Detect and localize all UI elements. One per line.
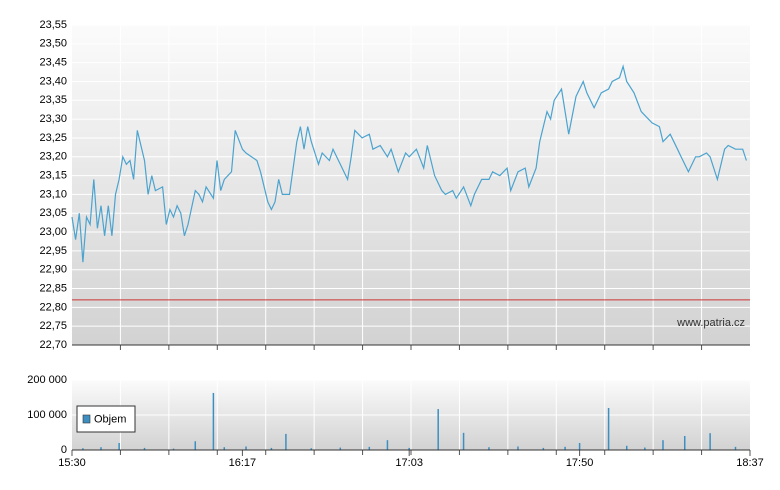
y-tick-label: 23,45 bbox=[39, 57, 67, 69]
y-tick-label: 22,95 bbox=[39, 245, 67, 257]
volume-bar bbox=[339, 447, 342, 450]
volume-bar bbox=[82, 448, 84, 450]
volume-bar bbox=[488, 447, 490, 450]
x-tick-label: 15:30 bbox=[58, 457, 86, 469]
y-tick-label: 23,50 bbox=[39, 38, 67, 50]
volume-bar bbox=[118, 443, 120, 450]
volume-bar bbox=[172, 448, 175, 450]
y-tick-label: 23,05 bbox=[39, 207, 67, 219]
volume-bar bbox=[368, 446, 371, 450]
volume-bar bbox=[644, 447, 646, 450]
y-tick-label: 23,40 bbox=[39, 75, 67, 87]
volume-bar bbox=[386, 440, 389, 450]
watermark: www.patria.cz bbox=[676, 317, 745, 329]
volume-bar bbox=[662, 440, 664, 450]
volume-bar bbox=[437, 409, 439, 450]
y-tick-label: 200 000 bbox=[27, 374, 67, 386]
volume-bar bbox=[542, 447, 545, 450]
volume-bar bbox=[683, 436, 686, 450]
y-tick-label: 22,90 bbox=[39, 264, 67, 276]
legend-label: Objem bbox=[94, 413, 126, 425]
y-tick-label: 22,85 bbox=[39, 282, 67, 294]
y-tick-label: 23,55 bbox=[39, 19, 67, 31]
y-tick-label: 22,80 bbox=[39, 301, 67, 313]
x-tick-label: 18:37 bbox=[736, 457, 764, 469]
x-tick-label: 17:03 bbox=[395, 457, 423, 469]
y-tick-label: 23,35 bbox=[39, 94, 67, 106]
volume-bar bbox=[462, 432, 465, 450]
x-tick-label: 17:50 bbox=[566, 457, 594, 469]
y-tick-label: 23,15 bbox=[39, 169, 67, 181]
volume-bar bbox=[709, 433, 711, 450]
volume-bar bbox=[734, 446, 737, 450]
volume-bar bbox=[270, 447, 273, 450]
volume-bar bbox=[310, 448, 313, 450]
y-tick-label: 22,70 bbox=[39, 339, 67, 351]
x-tick-label: 16:17 bbox=[229, 457, 257, 469]
y-tick-label: 23,25 bbox=[39, 132, 67, 144]
volume-bar bbox=[100, 447, 102, 450]
y-tick-label: 0 bbox=[61, 444, 67, 456]
volume-bar bbox=[245, 446, 247, 450]
volume-bar bbox=[517, 446, 519, 450]
volume-bar bbox=[564, 446, 566, 450]
y-tick-label: 100 000 bbox=[27, 409, 67, 421]
volume-bar bbox=[578, 443, 581, 450]
y-tick-label: 23,30 bbox=[39, 113, 67, 125]
volume-bar bbox=[607, 408, 610, 450]
volume-bar bbox=[194, 441, 197, 450]
volume-bar bbox=[625, 445, 628, 450]
y-tick-label: 23,20 bbox=[39, 151, 67, 163]
volume-bar bbox=[408, 447, 410, 450]
y-tick-label: 23,10 bbox=[39, 188, 67, 200]
volume-bar bbox=[285, 433, 287, 450]
volume-bar bbox=[143, 447, 146, 450]
volume-bar bbox=[212, 392, 215, 450]
y-tick-label: 23,00 bbox=[39, 226, 67, 238]
volume-bar bbox=[223, 447, 226, 450]
legend-swatch bbox=[82, 414, 91, 424]
chart-layer: 22,70 22,75 22,80 22,85 22,90 22,95 23,00 23,05… bbox=[27, 19, 764, 469]
price-line bbox=[71, 64, 747, 263]
y-tick-label: 22,75 bbox=[39, 320, 67, 332]
